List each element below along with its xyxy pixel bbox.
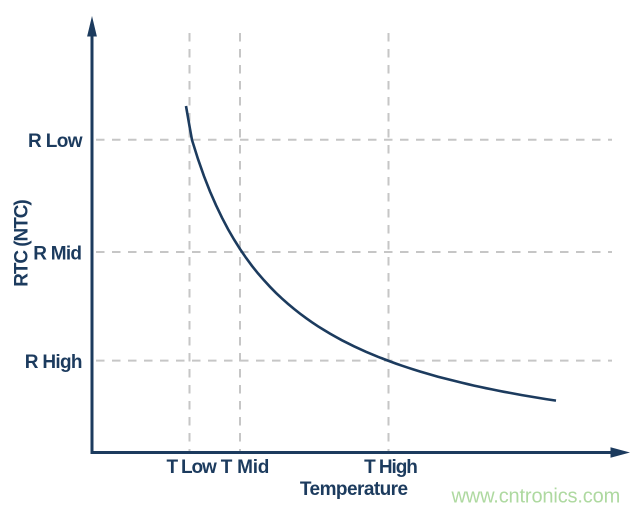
svg-text:T Low: T Low xyxy=(166,457,217,478)
svg-text:R High: R High xyxy=(25,352,83,373)
svg-text:T High: T High xyxy=(364,457,418,478)
svg-text:Temperature: Temperature xyxy=(300,479,408,500)
svg-text:www.cntronics.com: www.cntronics.com xyxy=(451,485,621,507)
svg-text:R Low: R Low xyxy=(28,131,83,152)
svg-text:T Mid: T Mid xyxy=(221,457,270,478)
svg-text:R Mid: R Mid xyxy=(33,244,82,265)
svg-text:RTC (NTC): RTC (NTC) xyxy=(12,199,33,287)
